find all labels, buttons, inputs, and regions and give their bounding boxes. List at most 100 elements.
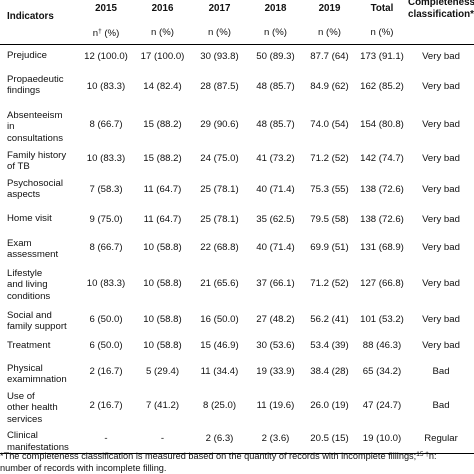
subheader-row: n† (%) n (%) n (%) n (%) n (%) n (%) bbox=[0, 22, 474, 45]
value-cell: 56.2 (41) bbox=[310, 313, 349, 325]
subheader-cell: n (%) bbox=[191, 22, 248, 45]
value-cell: 24 (75.0) bbox=[200, 152, 239, 164]
table-row: Family history of TB 10 (83.3) 15 (88.2) 24 … bbox=[0, 145, 474, 173]
indicator-cell: Physical examimnation bbox=[0, 358, 78, 386]
value-cell: 154 (80.8) bbox=[360, 118, 404, 130]
indicator-line: services bbox=[7, 413, 43, 425]
value-cell: 162 (85.2) bbox=[360, 80, 404, 92]
value-cell: 10 (58.8) bbox=[143, 340, 182, 352]
indicator-cell: Psychosocial aspects bbox=[0, 173, 78, 208]
value-cell: 127 (66.8) bbox=[360, 277, 404, 289]
header-cell: Indicators bbox=[7, 10, 54, 22]
value-cell: 12 (100.0) bbox=[84, 51, 128, 62]
indicator-cell: Absenteeism in consultations bbox=[0, 105, 78, 145]
subheader-cell: n (%) bbox=[303, 22, 356, 45]
indicator-cell: Use of other health services bbox=[0, 386, 78, 426]
indicator-line: in bbox=[7, 121, 15, 132]
value-cell: 30 (53.6) bbox=[256, 340, 295, 352]
value-cell: 6 (50.0) bbox=[89, 313, 123, 325]
value-cell: 25 (78.1) bbox=[200, 184, 239, 196]
value-cell: 48 (85.7) bbox=[256, 118, 295, 130]
indicator-line: manifestations bbox=[7, 441, 69, 453]
value-cell: 19 (10.0) bbox=[356, 425, 408, 454]
value-cell: 131 (68.9) bbox=[360, 241, 404, 253]
value-cell: 69.9 (51) bbox=[310, 241, 349, 253]
value-cell: 2 (3.6) bbox=[248, 425, 303, 454]
indicator-line: conditions bbox=[7, 290, 51, 302]
value-cell: 138 (72.6) bbox=[360, 214, 404, 226]
subheader-part: n bbox=[92, 28, 99, 40]
value-cell: 10 (58.8) bbox=[143, 277, 182, 289]
indicator-line: Propaedeutic bbox=[7, 73, 64, 85]
classification-cell: Very bad bbox=[422, 80, 460, 92]
classification-cell: Very bad bbox=[422, 118, 460, 130]
classification-cell: Bad bbox=[432, 365, 450, 377]
value-cell: 15 (88.2) bbox=[143, 118, 182, 130]
subheader-cell: n (%) bbox=[356, 22, 408, 45]
subheader-cell: n† (%) bbox=[78, 22, 134, 45]
table-row: Exam assessment 8 (66.7) 10 (58.8) 22 (68.8)… bbox=[0, 233, 474, 263]
table-row: Treatment 6 (50.0) 10 (58.8) 15 (46.9) 30 (5… bbox=[0, 335, 474, 358]
value-cell: 71.2 (52) bbox=[310, 277, 349, 289]
value-cell: 28 (87.5) bbox=[200, 80, 239, 92]
value-cell: 40 (71.4) bbox=[256, 184, 295, 196]
data-table: Indicators 2015 2016 2017 2018 2019 Total Compl… bbox=[0, 0, 474, 454]
header-cell: Completeness classification* bbox=[408, 0, 474, 22]
table-body: Prejudice 12 (100.0) 17 (100.0) 30 (93.8) 50… bbox=[0, 45, 474, 454]
value-cell: 142 (74.7) bbox=[360, 152, 404, 164]
classification-cell: Very bad bbox=[422, 241, 460, 253]
value-cell: 19 (33.9) bbox=[256, 365, 295, 377]
value-cell: 38.4 (28) bbox=[310, 365, 349, 377]
indicator-line: Physical bbox=[7, 362, 43, 374]
classification-cell: Regular bbox=[408, 425, 474, 454]
indicator-cell: Exam assessment bbox=[0, 233, 78, 263]
value-cell: 11 (34.4) bbox=[200, 365, 239, 377]
value-cell: 10 (83.3) bbox=[86, 277, 126, 289]
table-row: Absenteeism in consultations 8 (66.7) 15 (88… bbox=[0, 105, 474, 145]
value-cell: 87.7 (64) bbox=[310, 51, 349, 62]
indicator-line: aspects bbox=[7, 189, 41, 200]
indicator-line: findings bbox=[7, 85, 41, 96]
subheader-part: † bbox=[98, 28, 102, 36]
indicator-cell: Treatment bbox=[0, 335, 78, 358]
value-cell: 88 (46.3) bbox=[362, 340, 402, 352]
value-cell: 29 (90.6) bbox=[200, 118, 239, 130]
indicator-line: Use of bbox=[7, 390, 35, 402]
indicator-line: family support bbox=[7, 321, 67, 332]
value-cell: 9 (75.0) bbox=[89, 214, 123, 226]
value-cell: 84.9 (62) bbox=[310, 80, 349, 92]
classification-cell: Very bad bbox=[422, 340, 460, 352]
indicator-line: Prejudice bbox=[7, 50, 47, 61]
table-row: Lifestyle and living conditions 10 (83.3) 10… bbox=[0, 263, 474, 305]
header-cell: 2019 bbox=[318, 2, 341, 14]
value-cell: 37 (66.1) bbox=[256, 277, 295, 289]
value-cell: 2 (6.3) bbox=[191, 425, 248, 454]
header-cell: Total bbox=[370, 2, 394, 14]
header-line: Completeness bbox=[408, 0, 474, 8]
value-cell: - bbox=[134, 425, 191, 454]
subheader-cell bbox=[408, 22, 474, 45]
value-cell: 6 (50.0) bbox=[89, 340, 123, 352]
value-cell: 10 (83.3) bbox=[86, 152, 126, 164]
value-cell: 50 (89.3) bbox=[256, 51, 295, 62]
value-cell: 11 (64.7) bbox=[143, 214, 182, 226]
value-cell: 10 (83.3) bbox=[86, 80, 126, 92]
value-cell: 15 (46.9) bbox=[200, 340, 239, 352]
header-row: Indicators 2015 2016 2017 2018 2019 Total Compl… bbox=[0, 0, 474, 22]
value-cell: 30 (93.8) bbox=[200, 51, 239, 62]
value-cell: 16 (50.0) bbox=[200, 313, 239, 325]
subheader-cell: n (%) bbox=[248, 22, 303, 45]
table-row: Social and family support 6 (50.0) 10 (58.8… bbox=[0, 305, 474, 335]
value-cell: 47 (24.7) bbox=[362, 399, 402, 411]
classification-cell: Very bad bbox=[422, 51, 460, 62]
value-cell: 5 (29.4) bbox=[145, 365, 180, 377]
value-cell: 65 (34.2) bbox=[362, 365, 402, 377]
value-cell: 27 (48.2) bbox=[256, 313, 295, 325]
indicator-cell: Home visit bbox=[0, 208, 78, 233]
indicator-line: Clinical bbox=[7, 430, 38, 441]
value-cell: 15 (88.2) bbox=[143, 152, 182, 164]
footnote-text: number of records with incomplete fillin… bbox=[0, 463, 167, 473]
footnote-line: number of records with incomplete fillin… bbox=[0, 463, 166, 473]
header-cell: 2015 bbox=[95, 2, 117, 14]
